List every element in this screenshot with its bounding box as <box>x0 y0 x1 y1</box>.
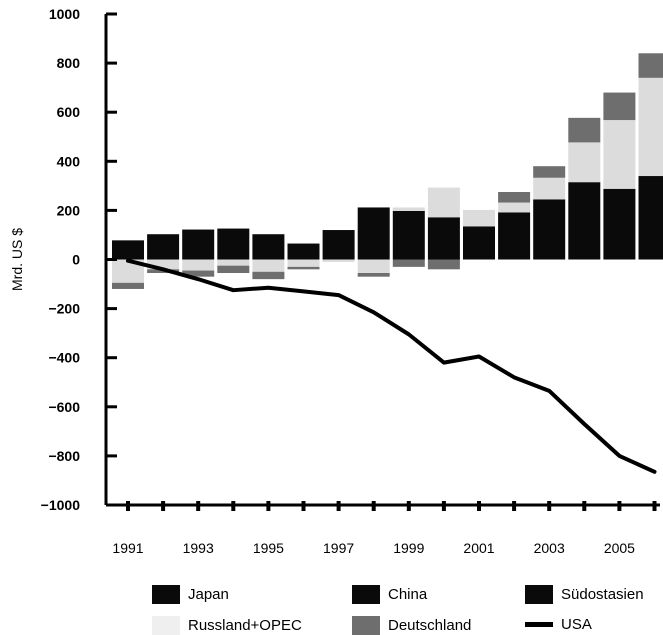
y-tick-label-200: 200 <box>57 202 81 218</box>
bar-japan-1998 <box>357 207 390 260</box>
x-tick-label-1991: 1991 <box>112 540 143 556</box>
bar-deutschland-1993 <box>182 270 215 277</box>
bar-deutschland-2003 <box>533 166 566 178</box>
bar-russland-opec-1994 <box>217 259 250 266</box>
bar-japan-2005 <box>603 188 636 260</box>
x-tick-label-2005: 2005 <box>604 540 635 556</box>
bar-deutschland-1995 <box>252 271 285 280</box>
y-tick-label--200: −200 <box>48 301 80 317</box>
bar-russland-opec-1996 <box>287 259 320 267</box>
bar-japan-1992 <box>147 234 180 260</box>
bar-deutschland-2000 <box>427 259 460 270</box>
bar-japan-1997 <box>322 230 355 260</box>
bar-deutschland-1999 <box>392 259 425 267</box>
bar-japan-1999 <box>392 210 425 260</box>
y-tick-label-1000: 1000 <box>49 6 80 22</box>
bar-russland-opec-1997 <box>322 259 355 262</box>
bar-deutschland-2005 <box>603 92 636 121</box>
y-tick-label-400: 400 <box>57 153 81 169</box>
bar-russland-opec-1998 <box>357 259 390 274</box>
bar-russland-opec-2003 <box>533 177 566 200</box>
bar-russland-opec-1995 <box>252 259 285 272</box>
bar-russland-opec-1993 <box>182 259 215 271</box>
y-tick-label-800: 800 <box>57 55 81 71</box>
line-usa <box>126 258 657 474</box>
bar-japan-1994 <box>217 228 250 260</box>
bar-japan-2006 <box>638 176 663 260</box>
y-axis-label: Mrd. US $ <box>9 228 25 291</box>
bar-japan-2004 <box>568 182 601 260</box>
x-tick-label-1999: 1999 <box>393 540 424 556</box>
bar-deutschland-1998 <box>357 273 390 277</box>
bar-japan-1995 <box>252 234 285 260</box>
bar-russland-opec-2000 <box>427 187 460 218</box>
bar-japan-2001 <box>463 226 495 260</box>
bar-deutschland-2004 <box>568 117 601 143</box>
bar-russland-opec-2005 <box>603 120 636 189</box>
bar-deutschland-2002 <box>498 191 531 203</box>
x-tick-label-1993: 1993 <box>183 540 214 556</box>
bar-japan-1993 <box>182 229 215 260</box>
x-tick-label-2001: 2001 <box>463 540 494 556</box>
x-tick-label-2003: 2003 <box>534 540 565 556</box>
bar-japan-1991 <box>112 240 144 260</box>
y-tick-label--1000: −1000 <box>41 497 81 513</box>
bar-japan-1996 <box>287 243 320 260</box>
bar-deutschland-2006 <box>638 53 663 78</box>
bar-russland-opec-2006 <box>638 77 663 177</box>
bar-deutschland-1996 <box>287 266 320 270</box>
y-tick-label--400: −400 <box>48 350 80 366</box>
bar-deutschland-1991 <box>112 282 144 289</box>
y-tick-label--600: −600 <box>48 399 80 415</box>
bar-russland-opec-1992 <box>147 259 180 270</box>
bar-russland-opec-2001 <box>463 209 495 227</box>
bar-japan-2002 <box>498 212 531 260</box>
bar-deutschland-1994 <box>217 265 250 274</box>
x-tick-label-1997: 1997 <box>323 540 354 556</box>
bar-russland-opec-1991 <box>112 259 144 283</box>
bar-russland-opec-2002 <box>498 202 531 213</box>
y-tick-label--800: −800 <box>48 448 80 464</box>
y-tick-label-600: 600 <box>57 104 81 120</box>
bar-japan-2003 <box>533 199 566 260</box>
bar-russland-opec-1999 <box>392 207 425 211</box>
x-tick-label-1995: 1995 <box>253 540 284 556</box>
y-tick-label-0: 0 <box>72 252 80 268</box>
bar-japan-2000 <box>427 217 460 260</box>
bar-russland-opec-2004 <box>568 142 601 183</box>
